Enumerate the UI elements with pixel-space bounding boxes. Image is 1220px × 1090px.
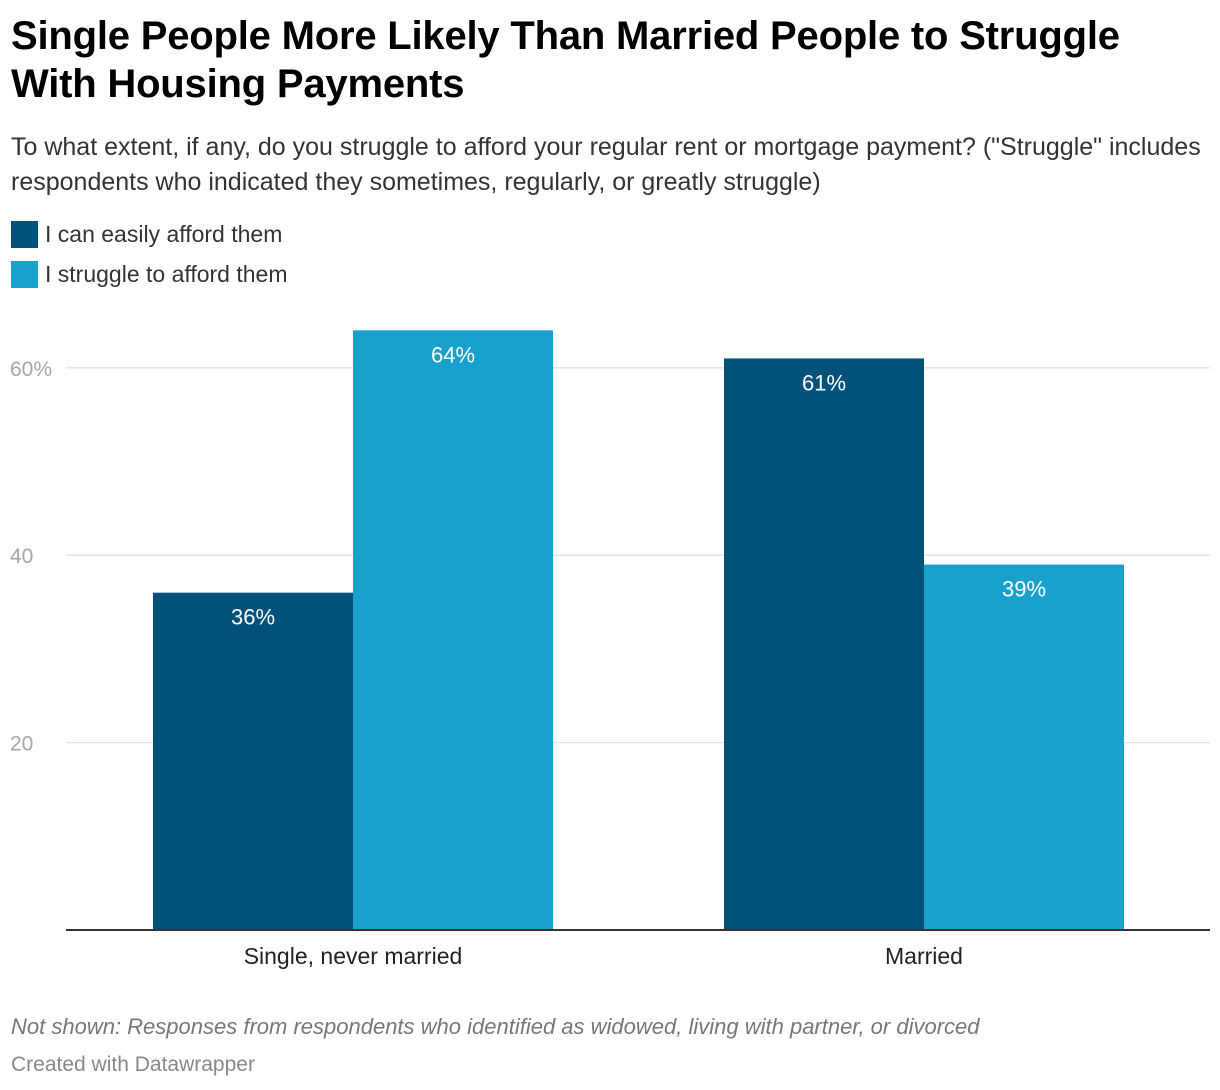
- y-tick-label-60: 60%: [10, 358, 52, 381]
- legend-swatch-struggle: [11, 260, 38, 288]
- bar-chart: 20 40 60% 36% 61% 64% 39% Single, never marri…: [10, 330, 1210, 969]
- category-label-1: Married: [885, 943, 963, 969]
- legend: I can easily afford them I struggle to a…: [11, 219, 288, 299]
- chart-notes: Not shown: Responses from respondents wh…: [11, 1014, 980, 1039]
- legend-label-easily-afford: I can easily afford them: [45, 220, 283, 247]
- category-label-0: Single, never married: [244, 943, 463, 969]
- x-axis: Single, never married Married: [66, 929, 1210, 969]
- y-tick-label-20: 20: [10, 733, 33, 756]
- y-tick-label-40: 40: [10, 545, 33, 568]
- bar-easily-afford-0: [153, 592, 353, 930]
- bar-easily-afford-1: [724, 358, 924, 930]
- value-labels: 36% 61% 64% 39%: [231, 342, 1046, 629]
- legend-swatch-easily-afford: [11, 220, 38, 248]
- bars: [153, 330, 1124, 930]
- value-label-struggle-0: 64%: [431, 342, 475, 367]
- value-label-struggle-1: 39%: [1002, 577, 1046, 602]
- byline: Created with Datawrapper: [11, 1053, 255, 1076]
- legend-item-struggle: I struggle to afford them: [11, 259, 288, 289]
- value-label-easily-afford-1: 61%: [802, 370, 846, 395]
- chart-title: Single People More Likely Than Married P…: [11, 14, 1120, 106]
- value-label-easily-afford-0: 36%: [231, 605, 275, 630]
- legend-item-easily-afford: I can easily afford them: [11, 219, 288, 249]
- chart-subtitle: To what extent, if any, do you struggle …: [11, 133, 1201, 196]
- legend-label-struggle: I struggle to afford them: [45, 260, 288, 287]
- bar-struggle-1: [924, 564, 1124, 930]
- bar-struggle-0: [353, 330, 553, 930]
